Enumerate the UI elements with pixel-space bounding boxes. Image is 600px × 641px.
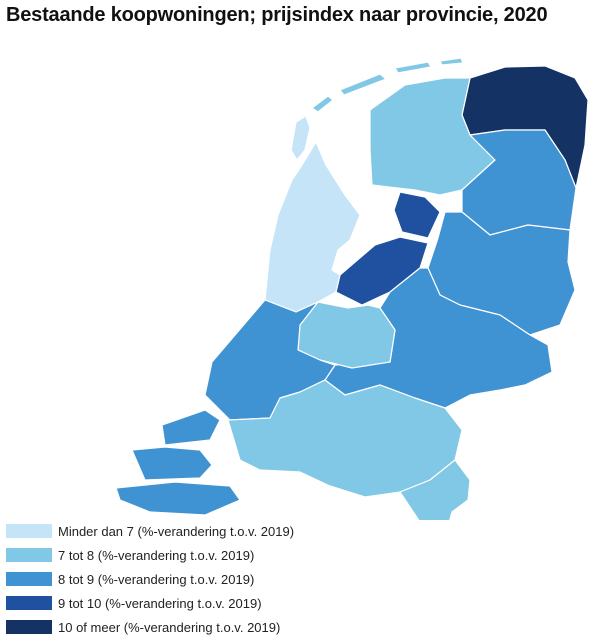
legend: Minder dan 7 (%-verandering t.o.v. 2019)… — [6, 519, 306, 639]
legend-label: 8 tot 9 (%-verandering t.o.v. 2019) — [58, 571, 255, 587]
region-wadden-terschelling — [339, 73, 387, 96]
region-wadden-ameland — [394, 61, 432, 74]
region-wadden-schiermonnikoog — [439, 57, 464, 66]
region-wadden-vlieland — [311, 95, 334, 113]
region-noord-brabant — [227, 379, 463, 498]
legend-swatch — [6, 620, 52, 634]
legend-item: 8 tot 9 (%-verandering t.o.v. 2019) — [6, 567, 306, 591]
map-title: Bestaande koopwoningen; prijsindex naar … — [6, 4, 548, 26]
legend-label: 10 of meer (%-verandering t.o.v. 2019) — [58, 619, 281, 635]
region-wadden-texel — [290, 115, 311, 161]
legend-swatch — [6, 524, 52, 538]
legend-item: Minder dan 7 (%-verandering t.o.v. 2019) — [6, 519, 306, 543]
region-zeeland-b — [131, 446, 213, 481]
region-zeeland-a — [161, 409, 221, 446]
region-limburg — [399, 459, 471, 520]
region-noordoostpolder — [393, 191, 441, 239]
netherlands-map — [115, 57, 589, 520]
legend-label: Minder dan 7 (%-verandering t.o.v. 2019) — [58, 523, 295, 539]
legend-label: 7 tot 8 (%-verandering t.o.v. 2019) — [58, 547, 255, 563]
legend-swatch — [6, 596, 52, 610]
legend-swatch — [6, 572, 52, 586]
legend-item: 10 of meer (%-verandering t.o.v. 2019) — [6, 615, 306, 639]
legend-item: 9 tot 10 (%-verandering t.o.v. 2019) — [6, 591, 306, 615]
legend-swatch — [6, 548, 52, 562]
region-zeeland-c — [115, 481, 241, 516]
legend-label: 9 tot 10 (%-verandering t.o.v. 2019) — [58, 595, 262, 611]
legend-item: 7 tot 8 (%-verandering t.o.v. 2019) — [6, 543, 306, 567]
